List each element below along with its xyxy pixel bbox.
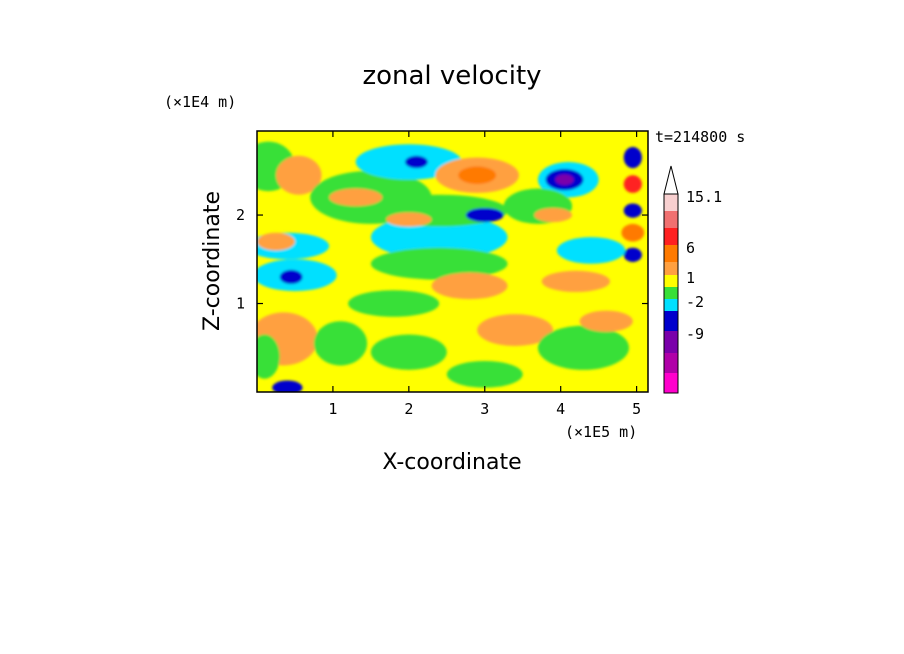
contour-region-18 xyxy=(386,212,432,227)
colorbar-label: -9 xyxy=(686,325,704,343)
contour-region-36 xyxy=(537,325,630,370)
contour-region-1 xyxy=(275,155,322,195)
x-tick-label: 2 xyxy=(404,400,413,418)
x-multiplier-label: (×1E5 m) xyxy=(565,423,637,441)
y-tick-label: 2 xyxy=(236,206,245,224)
x-tick-label: 3 xyxy=(480,400,489,418)
contour-region-28 xyxy=(623,247,642,262)
contour-region-13 xyxy=(458,166,497,185)
contour-regions xyxy=(257,141,645,392)
heatmap-field xyxy=(257,131,648,392)
contour-region-37 xyxy=(446,361,523,388)
x-tick-label: 1 xyxy=(328,400,337,418)
y-axis: 12 xyxy=(236,206,648,313)
contour-region-29 xyxy=(556,237,626,264)
contour-region-26 xyxy=(623,203,642,218)
x-axis: 1 2 3 4 5 xyxy=(328,131,641,418)
colorbar-swatch xyxy=(664,262,678,275)
colorbar-swatch xyxy=(664,353,678,373)
contour-region-23 xyxy=(534,207,573,223)
contour-region-31 xyxy=(431,272,508,300)
colorbar-swatch xyxy=(664,331,678,353)
colorbar-swatch xyxy=(664,211,678,228)
colorbar-swatch xyxy=(664,287,678,299)
colorbar-swatch xyxy=(664,228,678,245)
contour-region-7 xyxy=(257,334,280,379)
contour-region-33 xyxy=(477,314,554,346)
colorbar-extend-arrow xyxy=(663,165,679,195)
time-label: t=214800 s xyxy=(655,128,745,146)
colorbar-label: -2 xyxy=(686,293,704,311)
contour-region-4 xyxy=(279,269,303,285)
contour-region-34 xyxy=(313,321,368,366)
contour-region-25 xyxy=(623,175,642,193)
colorbar-swatch xyxy=(664,299,678,311)
contour-region-38 xyxy=(579,310,633,332)
x-tick-label: 5 xyxy=(632,400,641,418)
chart-title: zonal velocity xyxy=(362,61,541,91)
colorbar-label: 1 xyxy=(686,269,695,287)
colorbar-swatch xyxy=(664,311,678,331)
colorbar-label: 6 xyxy=(686,239,695,257)
contour-region-21 xyxy=(555,174,574,185)
colorbar-swatch xyxy=(664,245,678,262)
contour-region-5 xyxy=(257,232,295,251)
colorbar-swatch xyxy=(664,194,678,211)
y-tick-label: 1 xyxy=(236,295,245,313)
contour-region-39 xyxy=(272,380,303,392)
contour-region-11 xyxy=(405,155,428,169)
contour-region-16 xyxy=(370,247,508,280)
contour-region-32 xyxy=(541,270,611,293)
plot-frame xyxy=(256,130,649,393)
x-axis-label: X-coordinate xyxy=(382,450,521,475)
contour-region-30 xyxy=(348,290,440,317)
x-tick-label: 4 xyxy=(556,400,565,418)
contour-region-17 xyxy=(465,207,504,223)
colorbar-frame xyxy=(663,193,679,394)
colorbar: 15.1 6 1 -2 -9 xyxy=(663,165,722,394)
contour-region-9 xyxy=(329,188,383,207)
colorbar-label: 15.1 xyxy=(686,188,722,206)
contour-region-27 xyxy=(621,223,645,242)
y-multiplier-label: (×1E4 m) xyxy=(164,93,236,111)
contour-region-35 xyxy=(370,334,447,370)
y-axis-label: Z-coordinate xyxy=(200,191,225,331)
contour-region-24 xyxy=(623,146,642,169)
colorbar-swatch xyxy=(664,275,678,287)
colorbar-swatch xyxy=(664,373,678,393)
